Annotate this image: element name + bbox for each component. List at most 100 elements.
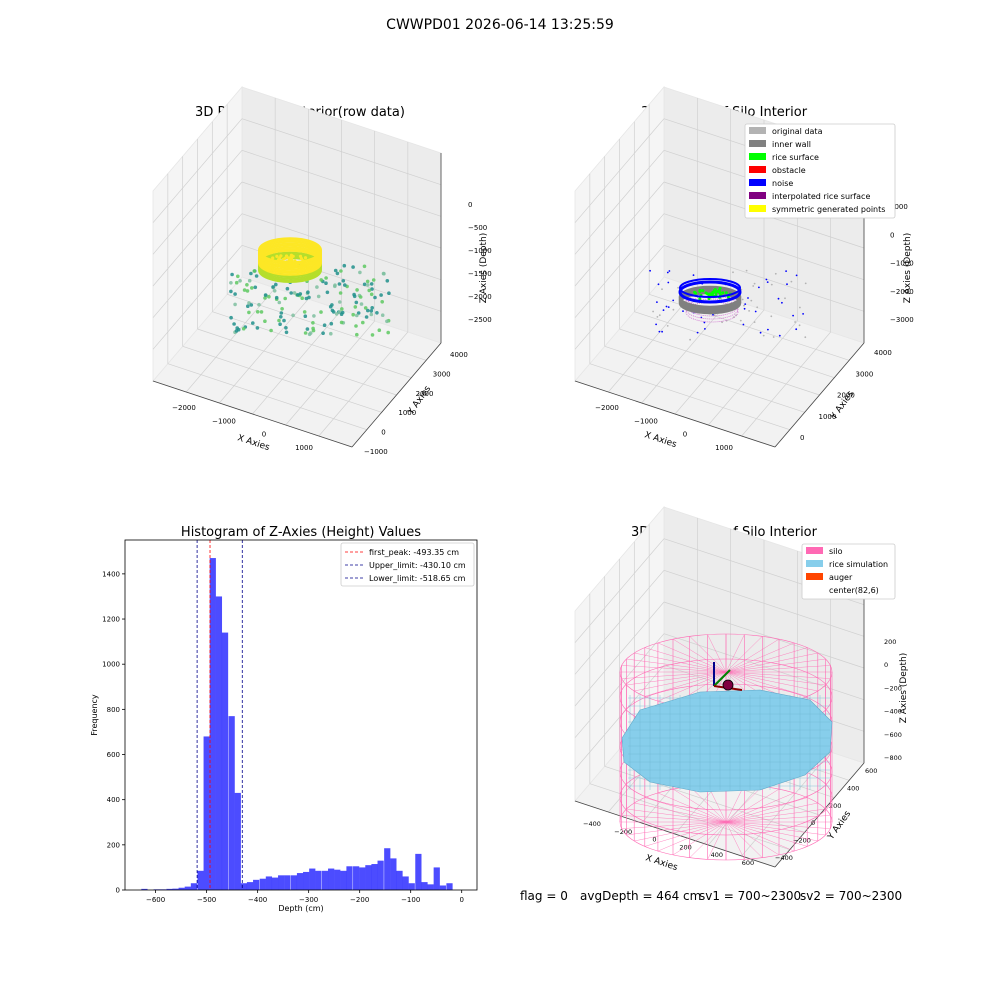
- data-point: [290, 264, 294, 268]
- rice-surface-point: [724, 291, 728, 295]
- data-point: [233, 292, 237, 296]
- data-point: [247, 278, 252, 283]
- x-tick-label: 200: [679, 843, 691, 851]
- data-point: [325, 290, 330, 295]
- data-point: [306, 290, 310, 295]
- legend-box: [340, 542, 475, 587]
- z-tick-label: −2000: [468, 293, 492, 301]
- data-point: [277, 300, 282, 305]
- data-point: [315, 285, 319, 289]
- x-tick-label: 0: [683, 431, 687, 439]
- legend-box: [744, 123, 896, 219]
- x-tick-label: 600: [742, 859, 754, 867]
- data-point: [754, 310, 757, 313]
- histogram-bar: [234, 792, 241, 890]
- data-point: [756, 306, 759, 309]
- histogram-bar: [278, 875, 285, 890]
- silo-line: [725, 802, 818, 823]
- y-tick-label: 0: [811, 819, 815, 827]
- data-point: [661, 288, 663, 291]
- y-axis-line: [774, 342, 865, 448]
- histogram-bar: [141, 888, 148, 890]
- silo-line: [725, 671, 808, 697]
- data-point: [331, 310, 336, 314]
- x-tick-label: −100: [401, 896, 420, 904]
- data-point: [245, 283, 249, 287]
- rice-surface-point: [701, 289, 705, 293]
- silo-line: [621, 815, 727, 823]
- data-point: [303, 314, 308, 319]
- data-point: [288, 260, 292, 264]
- data-point: [704, 328, 706, 330]
- data-point: [795, 328, 798, 331]
- data-point: [352, 294, 357, 299]
- rice-surface-point: [718, 286, 722, 290]
- data-point: [300, 296, 305, 301]
- histogram-bar: [334, 869, 341, 890]
- silo-line: [725, 821, 795, 852]
- data-point: [792, 314, 794, 317]
- silo-line: [725, 821, 745, 860]
- z-tick-label: 0: [890, 231, 894, 239]
- legend-label: rice simulation: [829, 560, 888, 569]
- silo-line: [689, 786, 727, 823]
- legend-label: symmetric generated points: [772, 205, 885, 214]
- silo-line: [644, 821, 727, 847]
- footer-flag: flag = 0: [520, 889, 568, 903]
- data-point: [303, 265, 307, 269]
- data-point: [696, 331, 699, 334]
- silo-line: [644, 797, 727, 823]
- x-tick-label: −1000: [634, 417, 658, 425]
- data-point: [307, 259, 311, 263]
- data-point: [303, 256, 308, 260]
- data-point: [358, 270, 362, 275]
- histogram-bar: [446, 883, 453, 890]
- histogram-bar: [197, 870, 204, 890]
- legend-label: Lower_limit: -518.65 cm: [369, 574, 466, 583]
- data-point: [742, 323, 745, 326]
- legend: silo rice simulation auger center(82,6): [801, 543, 896, 600]
- data-point: [703, 321, 706, 324]
- data-point: [355, 288, 359, 292]
- data-point: [785, 270, 787, 272]
- histogram-bar: [240, 883, 248, 890]
- silo-line: [626, 671, 727, 686]
- figure-title: CWWPD01 2026-06-14 13:25:59: [386, 17, 614, 33]
- y-tick-label: 200: [829, 802, 841, 810]
- data-point: [278, 264, 282, 268]
- data-point: [338, 291, 343, 295]
- data-point: [758, 286, 760, 289]
- data-point: [386, 330, 391, 335]
- histogram-bar: [396, 870, 403, 890]
- data-point: [362, 282, 367, 287]
- legend-label: center(82,6): [829, 586, 879, 595]
- data-point: [279, 259, 284, 264]
- z-axis-label: Z Axies (Depth): [903, 233, 913, 304]
- rice-surface-point: [698, 297, 702, 301]
- data-point: [271, 264, 275, 268]
- rice-surface-point: [714, 290, 717, 294]
- x-tick-label: 0: [459, 896, 463, 904]
- plot-frame: [124, 539, 478, 891]
- z-tick-label: −2500: [468, 316, 492, 324]
- silo-line: [707, 634, 727, 673]
- data-point: [795, 274, 798, 277]
- data-point: [799, 306, 801, 309]
- histogram-bar: [221, 632, 229, 890]
- data-point: [274, 295, 279, 300]
- histogram-bar: [415, 853, 422, 890]
- data-point: [335, 271, 340, 276]
- data-point: [665, 305, 668, 308]
- histogram-bar: [184, 886, 191, 890]
- silo-line: [634, 671, 727, 692]
- y-tick-label: −1000: [364, 448, 388, 456]
- legend-swatch: [749, 179, 766, 186]
- legend-label: noise: [772, 179, 793, 188]
- data-point: [353, 305, 358, 309]
- data-point: [271, 256, 275, 260]
- x-tick-label: −2000: [172, 404, 196, 412]
- data-point: [276, 258, 280, 262]
- histogram-bar: [190, 883, 198, 890]
- y-tick-label: 0: [800, 434, 804, 442]
- histogram-bar: [384, 848, 391, 890]
